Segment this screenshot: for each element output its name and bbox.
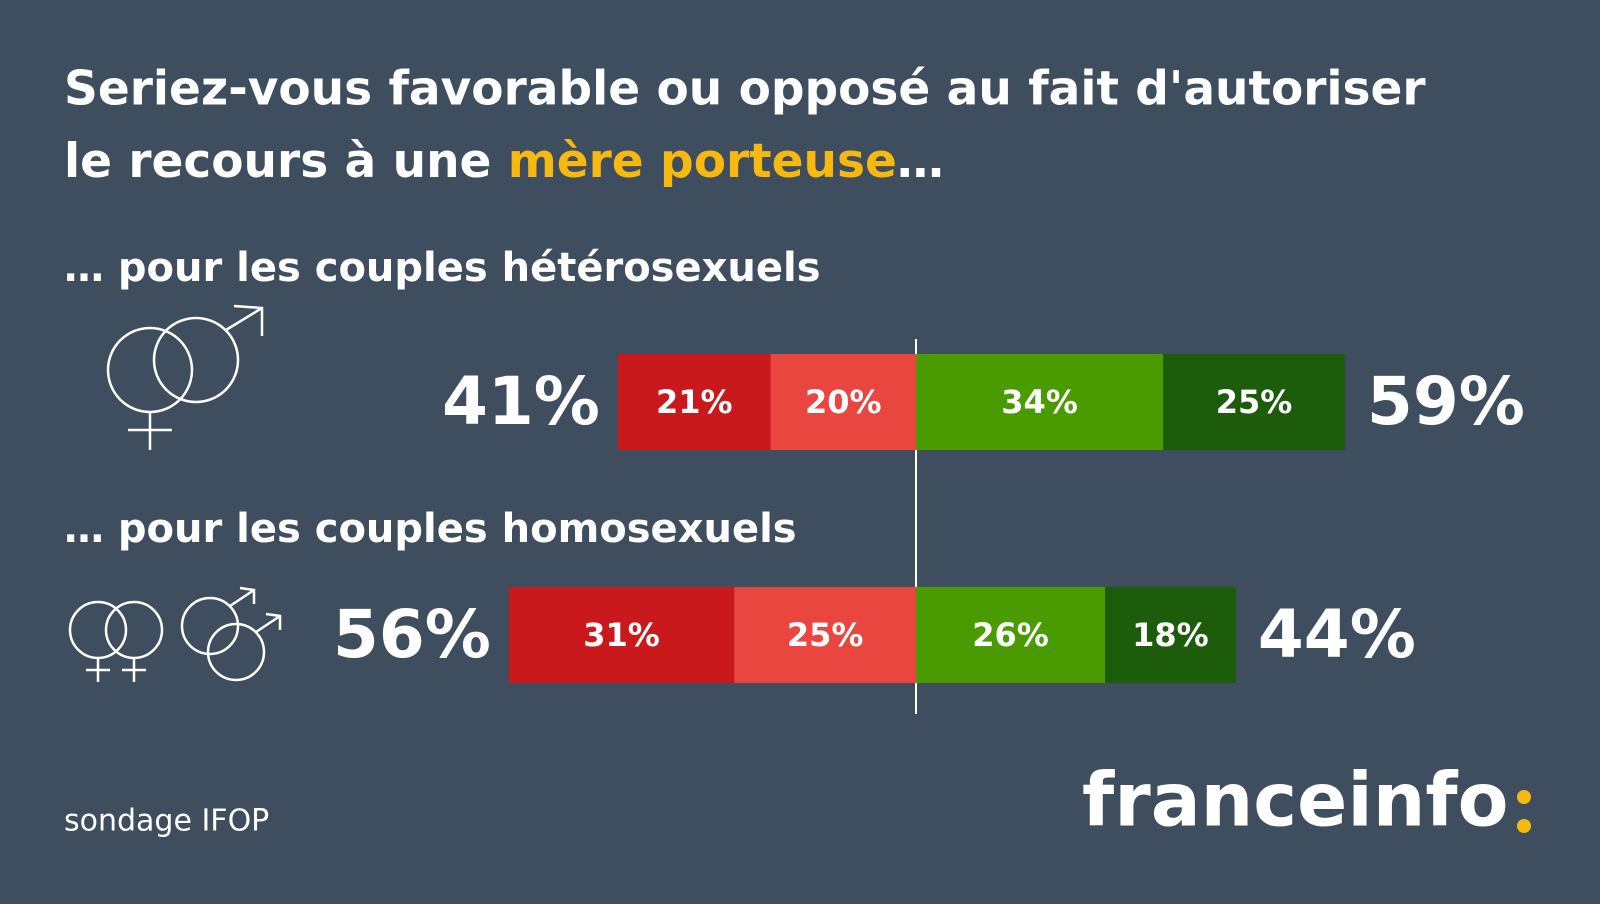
opposed-total: 56% [333, 596, 491, 673]
value-label: 18% [1132, 616, 1209, 654]
category-label: … pour les couples hétérosexuels [64, 245, 821, 291]
source: sondage IFOP [64, 804, 269, 839]
bar-segment [916, 354, 1164, 450]
value-label: 25% [787, 616, 864, 654]
bar-segment [770, 354, 916, 450]
bar-segment [1163, 354, 1345, 450]
value-label: 34% [1001, 383, 1078, 421]
value-label: 25% [1216, 383, 1293, 421]
title-line: Seriez-vous favorable ou opposé au fait … [64, 62, 1426, 117]
title-highlight: mère porteuse [508, 134, 897, 189]
value-label: 26% [972, 616, 1049, 654]
bar-segment [734, 587, 916, 683]
bar-segment [617, 354, 771, 450]
value-label: 21% [656, 383, 733, 421]
logo: franceinfo [1082, 758, 1508, 844]
favorable-total: 44% [1258, 596, 1416, 673]
value-label: 31% [583, 616, 660, 654]
favorable-total: 59% [1367, 363, 1525, 440]
logo-dot [1517, 819, 1531, 833]
title-line: le recours à une mère porteuse… [64, 134, 944, 189]
bar-segment [916, 587, 1106, 683]
bar-segment [508, 587, 735, 683]
title-part: … [897, 134, 944, 189]
category-label: … pour les couples homosexuels [64, 506, 797, 552]
opposed-total: 41% [442, 363, 600, 440]
title-part: le recours à une [64, 134, 491, 189]
value-label: 20% [805, 383, 882, 421]
bar-segment [1105, 587, 1236, 683]
logo-dot [1517, 790, 1531, 804]
homo-icon [68, 586, 282, 682]
hetero-icon [106, 304, 264, 450]
